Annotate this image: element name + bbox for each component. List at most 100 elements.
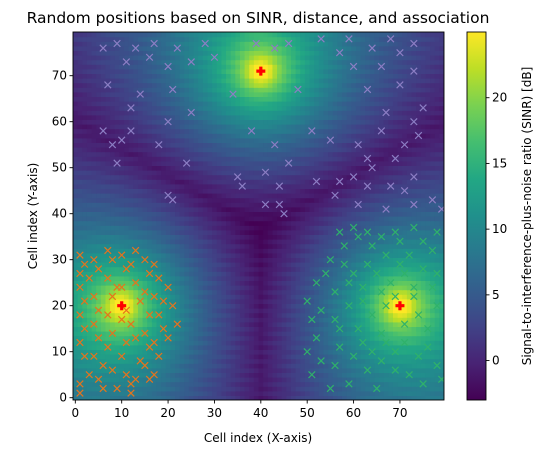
heatmap-cell — [96, 220, 102, 226]
heatmap-cell — [392, 114, 399, 120]
heatmap-cell — [304, 211, 311, 217]
heatmap-cell — [165, 381, 171, 387]
heatmap-cell — [133, 317, 139, 323]
heatmap-cell — [137, 335, 144, 341]
heatmap-cell — [425, 128, 431, 134]
heatmap-cell — [175, 188, 181, 194]
heatmap-cell — [91, 133, 97, 139]
heatmap-cell — [147, 289, 153, 295]
heatmap-cell — [397, 381, 403, 387]
heatmap-cell — [355, 119, 362, 125]
heatmap-cell — [235, 151, 241, 157]
heatmap-cell — [402, 193, 408, 199]
heatmap-cell — [124, 183, 130, 189]
heatmap-cell — [318, 248, 325, 254]
heatmap-cell — [175, 298, 181, 304]
heatmap-cell — [379, 183, 385, 189]
heatmap-cell — [263, 335, 269, 341]
heatmap-cell — [355, 340, 362, 346]
heatmap-cell — [267, 321, 274, 327]
heatmap-cell — [226, 137, 232, 143]
heatmap-cell — [263, 160, 269, 166]
heatmap-cell — [128, 294, 134, 300]
heatmap-cell — [96, 174, 102, 180]
heatmap-cell — [147, 193, 153, 199]
heatmap-cell — [221, 349, 227, 355]
heatmap-cell — [263, 312, 269, 318]
heatmap-cell — [323, 179, 329, 185]
heatmap-cell — [341, 358, 348, 364]
heatmap-cell — [351, 312, 357, 318]
heatmap-cell — [346, 358, 352, 364]
heatmap-cell — [133, 326, 139, 332]
heatmap-cell — [179, 165, 185, 171]
heatmap-cell — [355, 285, 362, 291]
heatmap-cell — [374, 349, 380, 355]
heatmap-cell — [142, 317, 148, 323]
heatmap-cell — [198, 124, 204, 130]
heatmap-cell — [365, 128, 371, 134]
heatmap-cell — [263, 179, 269, 185]
heatmap-cell — [96, 386, 102, 392]
heatmap-cell — [133, 188, 139, 194]
heatmap-cell — [309, 151, 315, 157]
heatmap-cell — [332, 216, 338, 222]
heatmap-cell — [253, 229, 260, 235]
heatmap-cell — [346, 285, 352, 291]
heatmap-cell — [91, 340, 97, 346]
heatmap-cell — [290, 340, 297, 346]
heatmap-cell — [439, 386, 444, 392]
heatmap-cell — [147, 183, 153, 189]
heatmap-cell — [281, 229, 287, 235]
heatmap-cell — [184, 294, 190, 300]
heatmap-cell — [179, 188, 185, 194]
heatmap-cell — [202, 331, 209, 337]
heatmap-cell — [100, 156, 107, 162]
heatmap-cell — [212, 349, 218, 355]
heatmap-cell — [277, 243, 283, 249]
heatmap-cell — [328, 239, 334, 245]
heatmap-cell — [249, 151, 255, 157]
heatmap-cell — [267, 326, 274, 332]
heatmap-cell — [263, 377, 269, 383]
heatmap-cell — [406, 262, 413, 268]
heatmap-cell — [86, 114, 93, 120]
heatmap-cell — [318, 137, 325, 143]
heatmap-cell — [439, 229, 444, 235]
heatmap-cell — [332, 124, 338, 130]
heatmap-cell — [137, 390, 144, 396]
heatmap-cell — [434, 308, 440, 314]
heatmap-cell — [175, 285, 181, 291]
heatmap-cell — [374, 367, 380, 373]
heatmap-cell — [128, 216, 134, 222]
heatmap-cell — [82, 165, 88, 171]
heatmap-cell — [360, 206, 366, 212]
heatmap-cell — [244, 124, 250, 130]
heatmap-cell — [175, 151, 181, 157]
heatmap-cell — [82, 128, 88, 134]
heatmap-cell — [360, 358, 366, 364]
heatmap-cell — [304, 358, 311, 364]
heatmap-cell — [300, 119, 306, 125]
heatmap-cell — [360, 124, 366, 130]
heatmap-cell — [198, 197, 204, 203]
heatmap-cell — [300, 183, 306, 189]
heatmap-cell — [272, 294, 278, 300]
heatmap-cell — [397, 335, 403, 341]
heatmap-cell — [124, 354, 130, 360]
heatmap-cell — [374, 308, 380, 314]
heatmap-cell — [124, 335, 130, 341]
heatmap-cell — [416, 239, 422, 245]
heatmap-cell — [212, 358, 218, 364]
heatmap-cell — [383, 243, 389, 249]
heatmap-cell — [188, 133, 195, 139]
heatmap-cell — [332, 252, 338, 258]
heatmap-cell — [318, 381, 325, 387]
heatmap-cell — [156, 229, 162, 235]
heatmap-cell — [105, 367, 111, 373]
heatmap-cell — [383, 174, 389, 180]
heatmap-cell — [147, 110, 153, 116]
heatmap-cell — [226, 179, 232, 185]
heatmap-cell — [161, 147, 167, 153]
heatmap-cell — [406, 275, 413, 281]
